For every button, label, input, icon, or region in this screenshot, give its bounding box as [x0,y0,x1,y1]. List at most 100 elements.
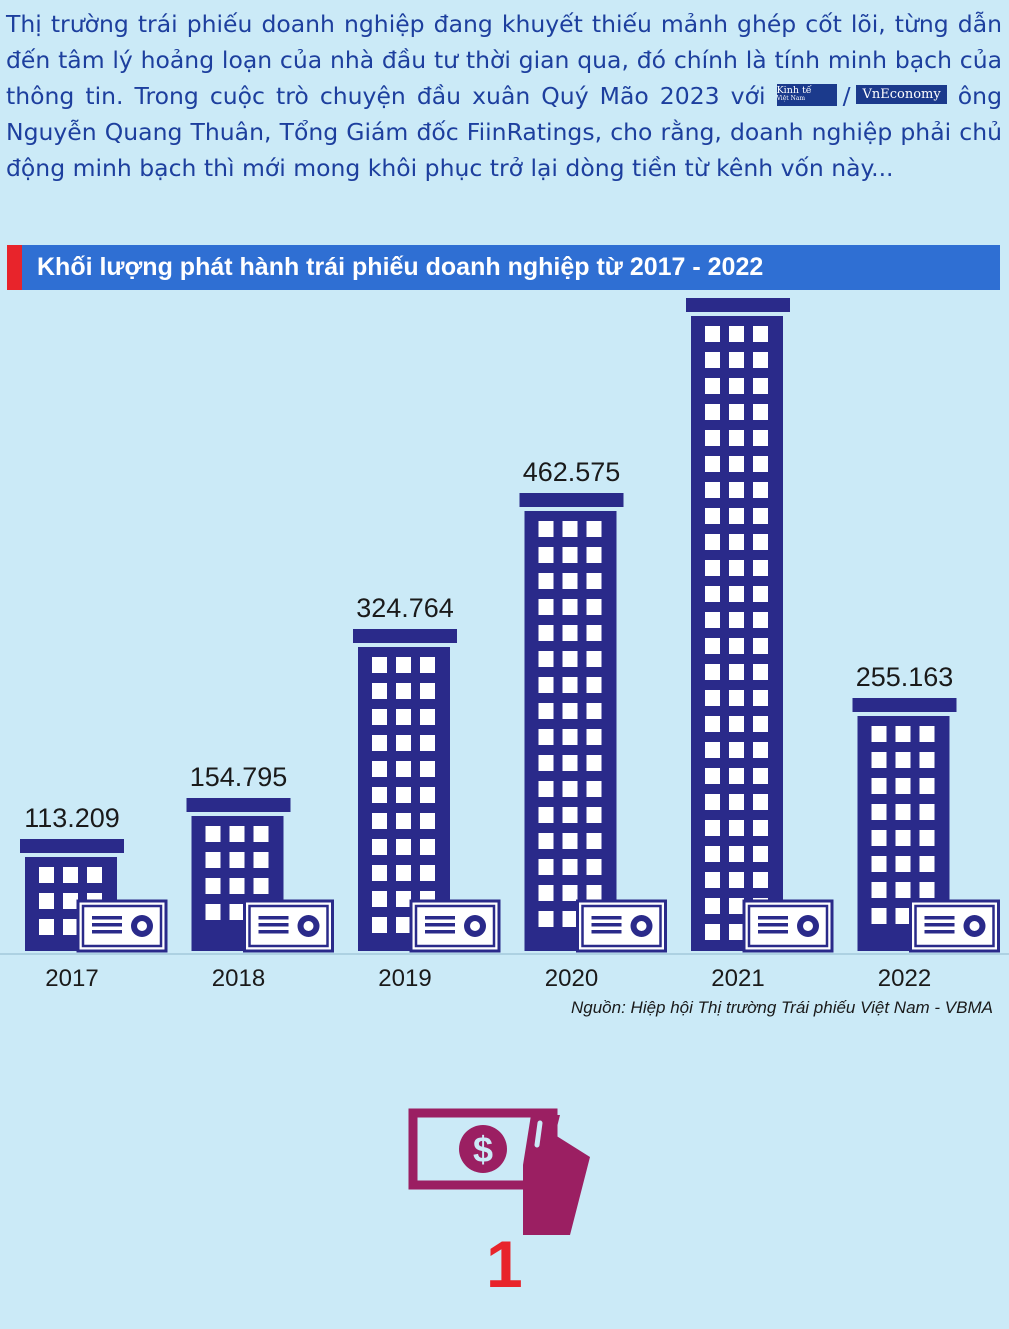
building-window [729,430,744,446]
building-window [729,352,744,368]
building-window [372,787,387,803]
building-window [729,820,744,836]
building-window [39,919,54,935]
building-window [895,778,911,794]
building-window [729,872,744,888]
building-window [729,508,744,524]
building-window [705,404,720,420]
building-window [586,755,602,771]
building-window [562,781,578,797]
building-window [753,664,768,680]
building-window [871,804,887,820]
building-window [753,872,768,888]
building-window [253,826,269,842]
building-window [729,742,744,758]
building-window [871,856,887,872]
building-window [705,326,720,342]
building-window [729,560,744,576]
building-window [420,839,435,855]
bond-text-line [92,930,122,934]
building-window [753,430,768,446]
building-window [729,612,744,628]
building-window [705,378,720,394]
bond-text-line [758,930,788,934]
building-window [729,794,744,810]
bond-certificate-border [248,904,329,948]
building-window [372,839,387,855]
building-window [562,833,578,849]
building-window [562,885,578,901]
building-bar [691,316,783,951]
building-window [562,547,578,563]
building-window [753,326,768,342]
year-label: 2022 [878,965,931,992]
building-roof [686,298,790,312]
year-label: 2021 [711,965,764,992]
building-window [562,677,578,693]
bond-text-line [425,916,455,920]
building-window [538,703,554,719]
building-window [538,911,554,927]
title-accent-stripe [7,245,22,290]
building-window [562,651,578,667]
building-window [586,599,602,615]
building-window [63,919,78,935]
building-window [753,534,768,550]
building-window [753,690,768,706]
building-roof [186,798,291,812]
building-window [562,573,578,589]
building-window [63,893,78,909]
bond-certificate-border [81,904,163,948]
building-window [705,846,720,862]
building-window [396,865,411,881]
building-roof [519,493,624,507]
bond-text-line [258,930,289,934]
building-window [705,820,720,836]
bond-text-line [758,923,788,927]
building-window [205,826,221,842]
building-window [729,690,744,706]
building-window [871,778,887,794]
building-window [705,872,720,888]
building-window [586,781,602,797]
building-window [420,735,435,751]
building-window [586,573,602,589]
building-window [586,833,602,849]
building-roof [852,698,957,712]
building-window [372,683,387,699]
building-roof [353,629,457,643]
building-window [538,755,554,771]
building-window [919,752,935,768]
bond-text-line [924,930,955,934]
building-window [895,908,911,924]
building-window [538,677,554,693]
building-window [538,781,554,797]
building-window [372,709,387,725]
building-window [63,867,78,883]
building-window [729,378,744,394]
building-window [420,813,435,829]
building-window [586,677,602,693]
building-window [562,703,578,719]
bond-seal-center [303,921,314,931]
vneconomy-logo: VnEconomy [856,85,947,104]
bond-certificate-border [581,904,662,948]
building-window [420,709,435,725]
value-label: 659.323 [689,290,787,292]
chart-title-bar: Khối lượng phát hành trái phiếu doanh ng… [7,245,1000,290]
building-window [871,830,887,846]
building-window [729,664,744,680]
value-label: 462.575 [523,457,621,487]
kinh-te-viet-nam-logo: Kinh tế Việt Nam [776,83,837,106]
building-window [895,882,911,898]
building-window [705,456,720,472]
building-window [396,813,411,829]
bond-text-line [591,916,622,920]
building-window [586,625,602,641]
building-window [420,657,435,673]
building-window [705,716,720,732]
building-window [753,378,768,394]
building-window [729,846,744,862]
building-window [895,752,911,768]
building-window [372,657,387,673]
